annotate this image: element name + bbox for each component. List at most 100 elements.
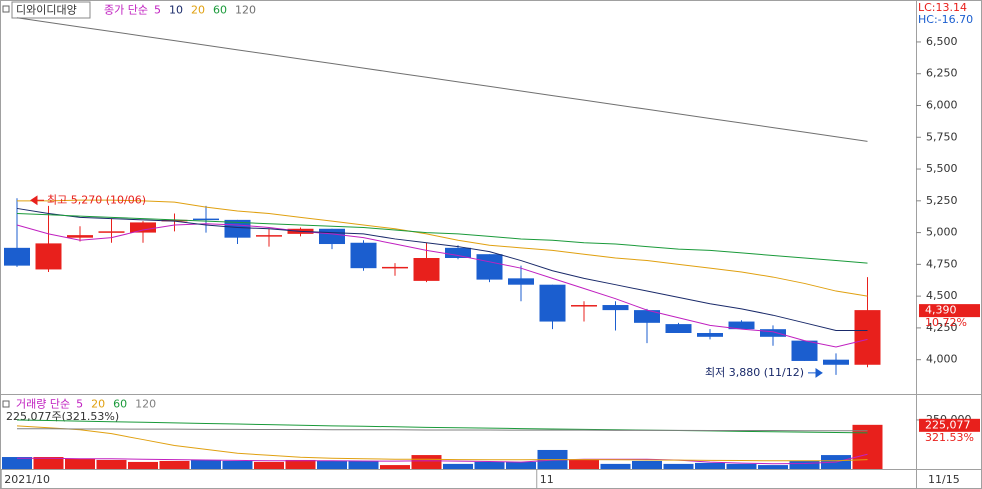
candle-body <box>161 219 188 222</box>
candle-body <box>571 305 597 307</box>
candle-body <box>634 310 660 323</box>
volume-bar <box>33 457 64 469</box>
legend-entry: 5 <box>76 398 83 411</box>
y-tick-label: 4,250 <box>926 321 958 334</box>
volume-bar <box>600 463 631 469</box>
y-tick-label: 5,000 <box>926 226 958 239</box>
candle-body <box>854 310 881 365</box>
candle-body <box>697 332 723 337</box>
candle-body <box>98 231 125 233</box>
y-tick-label: 6,250 <box>926 67 958 80</box>
price-legend-title: 종가 단순 <box>104 4 148 17</box>
volume-bar <box>317 460 347 469</box>
candle-body <box>539 284 566 322</box>
volume-legend-title: 거래량 단순 <box>16 398 70 411</box>
candle-body <box>193 218 219 221</box>
legend-entry: 120 <box>135 398 156 411</box>
candle-body <box>728 321 755 330</box>
high-annotation: 최고 5,270 (10/06) <box>47 193 146 206</box>
x-end-label: 11/15 <box>928 473 960 486</box>
volume-bar <box>285 459 316 469</box>
legend-entry: 120 <box>235 4 256 17</box>
candle-body <box>382 266 408 269</box>
volume-bar <box>506 461 536 469</box>
volume-bar <box>726 463 757 469</box>
high-arrow <box>30 195 44 206</box>
panel-icon[interactable] <box>2 400 10 408</box>
ma-line <box>17 428 868 432</box>
lc-label: LC:13.14 <box>918 1 967 14</box>
low-arrow <box>808 368 823 378</box>
hc-label: HC:-16.70 <box>918 13 973 26</box>
volume-bar <box>695 462 725 469</box>
legend-entry: 20 <box>191 4 205 17</box>
candle-body <box>760 329 786 337</box>
x-tick-label: 11 <box>540 473 554 486</box>
candle-body <box>508 278 534 285</box>
ma-line <box>16 419 868 434</box>
legend-entry: 5 <box>154 4 161 17</box>
last-volume-label: 225,077 <box>925 418 971 431</box>
ma-line <box>16 213 868 264</box>
volume-summary: 225,077주(321.53%) <box>6 410 119 423</box>
symbol-name[interactable]: 디와이디대양 <box>16 4 77 17</box>
volume-change-label: 321.53% <box>925 431 974 444</box>
last-volume-box <box>919 418 980 432</box>
y-tick-label: 6,500 <box>926 35 958 48</box>
volume-bar <box>474 461 505 469</box>
volume-bar <box>254 461 284 469</box>
volume-bar <box>159 460 190 469</box>
candle-body <box>476 254 503 280</box>
ma-line <box>17 199 868 297</box>
ma-line <box>17 453 868 465</box>
ma-line <box>16 17 868 142</box>
y-tick-label: 6,000 <box>926 98 958 111</box>
y-tick-label: 4,750 <box>926 257 958 270</box>
volume-bar <box>443 463 473 469</box>
volume-bar <box>663 463 694 469</box>
volume-bar <box>2 457 32 469</box>
symbol-box[interactable] <box>11 1 91 19</box>
panel-icon[interactable] <box>2 5 10 13</box>
volume-bar <box>411 455 442 469</box>
legend-entry: 60 <box>213 4 227 17</box>
legend-entry: 20 <box>91 398 105 411</box>
candle-body <box>665 324 692 333</box>
candle-body <box>413 258 440 281</box>
ma-line <box>16 207 868 331</box>
ma-line <box>16 223 868 348</box>
volume-bar <box>222 460 253 469</box>
candle-body <box>445 247 471 259</box>
volume-bar <box>789 460 820 469</box>
candle-body <box>602 305 629 311</box>
volume-bar <box>96 459 127 469</box>
volume-bar <box>569 459 599 469</box>
volume-bar <box>191 459 221 469</box>
x-tick-label: 2021/10 <box>4 473 50 486</box>
low-annotation: 최저 3,880 (11/12) <box>705 366 804 379</box>
y-tick-label: 4,000 <box>926 353 958 366</box>
candle-body <box>823 359 849 365</box>
volume-bar <box>65 458 95 469</box>
candle-body <box>35 243 62 270</box>
y-tick-label: 5,500 <box>926 162 958 175</box>
volume-bar <box>758 465 788 469</box>
volume-bar <box>380 465 410 469</box>
change-label: 10.72% <box>925 316 967 329</box>
y-tick-label: 4,500 <box>926 289 958 302</box>
candle-body <box>256 235 282 237</box>
y-tick-label: 5,250 <box>926 194 958 207</box>
candle-body <box>4 247 30 266</box>
volume-bar <box>348 460 379 469</box>
candle-body <box>319 228 345 245</box>
legend-entry: 10 <box>169 4 183 17</box>
legend-entry: 60 <box>113 398 127 411</box>
candle-body <box>67 235 93 238</box>
y-tick-label: 5,750 <box>926 130 958 143</box>
volume-bar <box>632 460 662 469</box>
candle-body <box>791 340 818 361</box>
candle-body <box>350 242 377 269</box>
candle-body <box>130 222 156 233</box>
last-price-label: 4,390 <box>925 304 957 317</box>
